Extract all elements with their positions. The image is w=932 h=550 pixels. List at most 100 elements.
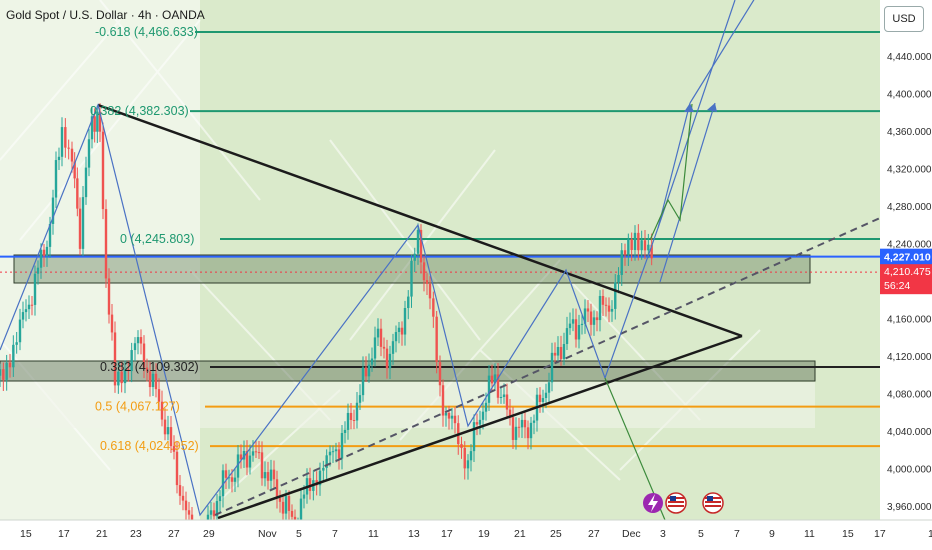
candle-body <box>318 470 322 486</box>
price-tick: 4,000.000 <box>887 465 932 476</box>
candle-body <box>370 358 374 365</box>
currency-button[interactable]: USD <box>884 6 924 32</box>
candle-body <box>110 314 114 333</box>
price-tick: 4,400.000 <box>887 90 932 101</box>
candle-body <box>251 451 255 456</box>
fib-label: -0.618 (4,466.633) <box>95 25 198 39</box>
candle-body <box>407 296 410 309</box>
price-axis-ticks: 4,440.000 4,400.000 4,360.000 4,320.000 4,28… <box>887 52 932 550</box>
candle-body <box>242 450 246 460</box>
dashed-trendline[interactable] <box>214 217 881 516</box>
candle-body <box>475 422 479 425</box>
candle-body <box>637 232 640 251</box>
time-label: 7 <box>734 528 740 540</box>
candle-body <box>120 371 123 384</box>
candle-body <box>101 131 105 210</box>
time-label: Nov <box>258 528 277 540</box>
candle-body <box>139 337 143 344</box>
projection-lines <box>0 0 755 517</box>
candle-body <box>571 319 575 324</box>
lightning-icon[interactable] <box>643 493 663 513</box>
candle-body <box>284 496 288 514</box>
candle-body <box>275 479 279 499</box>
candle-body <box>469 451 473 461</box>
candle-body <box>614 282 617 309</box>
triangle-upper-line[interactable] <box>97 103 743 338</box>
chart-title: Gold Spot / U.S. Dollar · 4h · OANDA <box>6 8 205 22</box>
candle-body <box>478 419 482 425</box>
price-tick: 4,160.000 <box>887 315 932 326</box>
us-flag-icon[interactable] <box>702 492 724 514</box>
candle-body <box>163 419 167 435</box>
price-tick: 4,360.000 <box>887 127 932 138</box>
event-icons[interactable] <box>643 492 724 514</box>
candle-body <box>568 323 572 329</box>
candle-body <box>70 148 74 162</box>
candle-body <box>617 274 620 283</box>
candle-body <box>30 304 34 306</box>
candle-body <box>215 501 219 517</box>
candle-body <box>142 343 146 368</box>
triangle-lower-line[interactable] <box>217 334 743 520</box>
us-flag-icon[interactable] <box>665 492 687 514</box>
candle-body <box>580 323 584 326</box>
candle-body <box>184 500 188 511</box>
candle-body <box>51 197 55 224</box>
candle-body <box>181 495 185 501</box>
candle-body <box>212 510 216 517</box>
candle-body <box>96 111 99 132</box>
candle-body <box>39 249 43 268</box>
support-zone[interactable] <box>0 360 816 382</box>
candle-body <box>12 344 15 368</box>
triangle-pattern[interactable] <box>97 103 881 520</box>
candle-body <box>133 343 137 351</box>
candle-body <box>172 446 176 452</box>
candle-body <box>239 454 243 460</box>
candle-body <box>487 375 491 403</box>
candle-body <box>209 510 213 515</box>
time-label: 13 <box>408 528 420 540</box>
candle-body <box>227 477 231 479</box>
candle-body <box>388 353 392 369</box>
candle-body <box>438 362 442 386</box>
candle-body <box>630 239 633 250</box>
candle-body <box>447 412 451 419</box>
candle-body <box>73 161 76 179</box>
candle-body <box>67 147 70 149</box>
candle-body <box>416 229 420 254</box>
candle-body <box>450 415 454 419</box>
candle-body <box>435 316 438 363</box>
candle-body <box>355 402 359 421</box>
candle-body <box>221 470 225 497</box>
time-label: 27 <box>168 528 180 540</box>
candle-body <box>544 392 548 399</box>
candle-body <box>610 308 614 312</box>
candle-body <box>627 239 630 255</box>
candle-body <box>376 328 380 338</box>
candle-body <box>98 111 102 132</box>
candle-body <box>410 260 413 297</box>
candle-body <box>166 427 170 435</box>
time-axis[interactable] <box>0 520 932 550</box>
candle-body <box>400 327 404 335</box>
candle-body <box>647 244 650 251</box>
candle-body <box>428 283 432 299</box>
candle-body <box>601 295 605 305</box>
candle-body <box>136 337 140 344</box>
candle-body <box>484 402 488 412</box>
candle-body <box>87 139 91 168</box>
candle-body <box>394 332 398 342</box>
candle-body <box>343 429 347 433</box>
candle-body <box>269 469 273 481</box>
candle-body <box>472 422 476 452</box>
time-label: 17 <box>874 528 886 540</box>
candle-body <box>432 298 435 317</box>
candle-body <box>526 427 530 439</box>
fib-label: 0.382 (4,109.302) <box>100 360 199 374</box>
candle-body <box>42 249 46 256</box>
candle-body <box>556 346 560 356</box>
candle-body <box>84 167 88 198</box>
candle-body <box>302 494 306 499</box>
candle-body <box>337 449 341 459</box>
